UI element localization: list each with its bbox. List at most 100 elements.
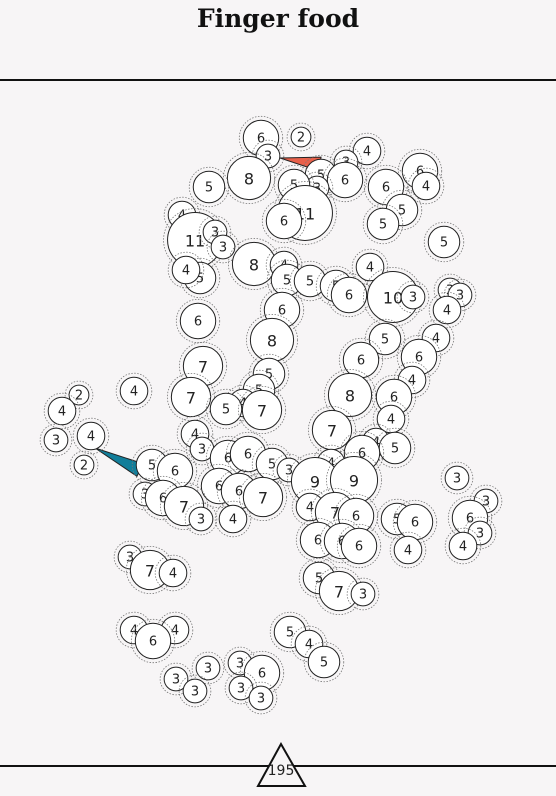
bubble-halo bbox=[154, 554, 192, 592]
bubble-circle bbox=[355, 252, 385, 282]
bubble: 4 bbox=[428, 291, 466, 329]
bubble-halo bbox=[428, 291, 466, 329]
bubble-label: 7 bbox=[179, 498, 189, 517]
bubble-halo bbox=[159, 662, 193, 696]
bubble: 6 bbox=[130, 618, 176, 664]
bubble: 6 bbox=[261, 198, 307, 244]
bubble: 7 bbox=[166, 372, 216, 422]
bubble-label: 6 bbox=[257, 132, 265, 147]
bubble-circle bbox=[218, 504, 248, 534]
bubble-label: 9 bbox=[349, 472, 359, 491]
bubble-circle bbox=[432, 295, 462, 325]
bubble-label: 4 bbox=[171, 624, 179, 639]
bubble: 4 bbox=[72, 417, 110, 455]
bubble-halo bbox=[184, 502, 218, 536]
bubble-label: 4 bbox=[169, 567, 177, 582]
bubble-label: 3 bbox=[126, 551, 134, 566]
bubble-label: 6 bbox=[215, 480, 223, 495]
bubble-circle bbox=[330, 276, 368, 314]
bubble-label: 6 bbox=[224, 452, 232, 467]
bubble-label: 5 bbox=[317, 169, 325, 184]
bubble: 3 bbox=[440, 461, 474, 495]
bubble: 8 bbox=[222, 151, 275, 204]
bubble-label: 10 bbox=[383, 289, 403, 308]
bubble: 3 bbox=[191, 651, 225, 685]
bubble-halo bbox=[364, 318, 406, 360]
bubble-circle bbox=[192, 170, 226, 204]
bubble-label: 3 bbox=[409, 291, 417, 306]
bubble-halo bbox=[130, 618, 176, 664]
bubble-label: 7 bbox=[257, 402, 267, 421]
bubble-label: 6 bbox=[171, 465, 179, 480]
bubble-halo bbox=[188, 166, 230, 208]
bubble-halo bbox=[43, 392, 81, 430]
bubble-label: 2 bbox=[297, 131, 305, 146]
bubble: 5 bbox=[205, 388, 247, 430]
bubble-label: 8 bbox=[267, 332, 277, 351]
bubble-circle bbox=[411, 171, 441, 201]
bubble-label: 5 bbox=[391, 442, 399, 457]
bubble-halo bbox=[206, 230, 240, 264]
bubble: 6 bbox=[336, 523, 382, 569]
bubble-label: 4 bbox=[229, 513, 237, 528]
bubble: 5 bbox=[364, 318, 406, 360]
bubble-label: 5 bbox=[283, 274, 291, 289]
bubble: 5 bbox=[423, 221, 465, 263]
bubble-halo bbox=[39, 423, 73, 457]
bubble-circle bbox=[210, 234, 236, 260]
bubble-halo bbox=[374, 427, 416, 469]
bubble: 7 bbox=[238, 472, 288, 522]
bubble-label: 3 bbox=[453, 472, 461, 487]
bubble-circle bbox=[47, 396, 77, 426]
bubble-circle bbox=[209, 392, 243, 426]
bubble: 2 bbox=[69, 450, 99, 480]
bubble-halo bbox=[322, 157, 368, 203]
bubble-label: 6 bbox=[235, 485, 243, 500]
bubble-halo bbox=[323, 368, 376, 421]
bubble-circle bbox=[171, 255, 201, 285]
bubble-label: 4 bbox=[366, 261, 374, 276]
bubble-label: 4 bbox=[58, 405, 66, 420]
bubble-label: 2 bbox=[80, 459, 88, 474]
bubble-label: 9 bbox=[310, 473, 320, 492]
bubble-label: 5 bbox=[205, 181, 213, 196]
bubble-label: 5 bbox=[440, 236, 448, 251]
bubble: 3 bbox=[346, 577, 380, 611]
bubble-label: 3 bbox=[359, 588, 367, 603]
bubble-halo bbox=[238, 472, 288, 522]
bubble-label: 4 bbox=[305, 638, 313, 653]
bubble: 6 bbox=[392, 499, 438, 545]
title-bar: Finger food bbox=[0, 0, 556, 81]
bubble-label: 3 bbox=[456, 289, 464, 304]
footer: 195 bbox=[0, 741, 556, 787]
bubble: 4 bbox=[214, 500, 252, 538]
bubble-circle bbox=[242, 476, 284, 518]
bubble-label: 5 bbox=[315, 572, 323, 587]
bubble-halo bbox=[444, 527, 482, 565]
bubble-halo bbox=[244, 681, 278, 715]
footer-badge-value: 195 bbox=[268, 763, 295, 779]
bubble-label: 3 bbox=[172, 673, 180, 688]
bubble-label: 3 bbox=[141, 488, 149, 503]
bubble-label: 8 bbox=[249, 256, 259, 275]
bubble: 5 bbox=[362, 203, 404, 245]
bubble-label: 6 bbox=[382, 181, 390, 196]
bubble-label: 4 bbox=[408, 374, 416, 389]
bubble-circle bbox=[265, 202, 303, 240]
bubble-halo bbox=[346, 577, 380, 611]
bubble: 5 bbox=[188, 166, 230, 208]
bubble-label: 4 bbox=[404, 544, 412, 559]
bubble: 4 bbox=[115, 372, 153, 410]
bubble-circle bbox=[241, 389, 283, 431]
bubble-label: 3 bbox=[191, 685, 199, 700]
bubbles: 6234364563585655116411335845556454103334… bbox=[39, 115, 503, 715]
bubble-circle bbox=[327, 372, 373, 418]
bubble-label: 6 bbox=[390, 391, 398, 406]
bubble-circle bbox=[228, 675, 254, 701]
bubble-label: 5 bbox=[222, 403, 230, 418]
bubble-label: 6 bbox=[352, 510, 360, 525]
bubble-halo bbox=[286, 122, 316, 152]
bubble-label: 4 bbox=[422, 180, 430, 195]
bubble-label: 3 bbox=[198, 443, 206, 458]
